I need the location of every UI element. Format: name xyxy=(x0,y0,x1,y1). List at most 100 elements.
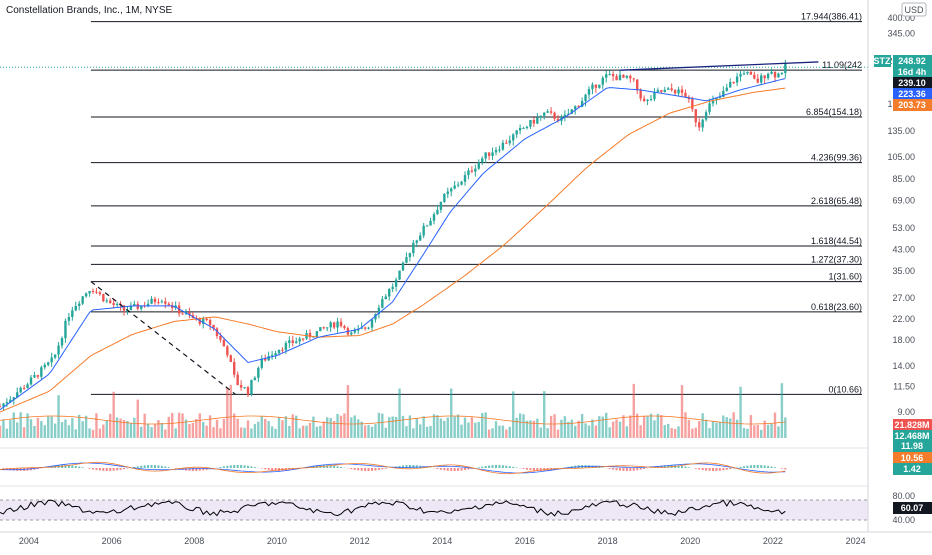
candle-body xyxy=(302,339,304,340)
candle-body xyxy=(137,304,139,309)
y-tick-label: 22.00 xyxy=(892,314,915,324)
volume-bar xyxy=(577,421,579,438)
macd-histogram-bar xyxy=(385,468,387,469)
fib-levels: 17.944(386.41)11.09(2426.854(154.18)4.23… xyxy=(0,12,868,395)
candle-body xyxy=(753,75,755,79)
macd-histogram-bar xyxy=(743,466,745,468)
macd-histogram-bar xyxy=(767,466,769,468)
y-tick-label: 135.00 xyxy=(887,126,915,136)
macd-histogram-bar xyxy=(492,465,494,468)
x-tick-label: 2010 xyxy=(267,536,287,546)
volume-bar xyxy=(543,391,545,438)
volume-bar xyxy=(147,424,149,438)
candle-body xyxy=(546,111,548,112)
candle-body xyxy=(743,73,745,74)
candle-body xyxy=(522,128,524,129)
macd-histogram-bar xyxy=(533,468,535,471)
dashed-trendline[interactable] xyxy=(91,282,236,395)
candle-body xyxy=(684,93,686,97)
candle-body xyxy=(319,327,321,331)
candle-body xyxy=(760,75,762,82)
macd-histogram-bar xyxy=(226,466,228,468)
volume-bar xyxy=(571,420,573,438)
volume-bar xyxy=(292,414,294,438)
candle-body xyxy=(385,296,387,299)
candle-body xyxy=(484,152,486,158)
macd-histogram-bar xyxy=(168,467,170,468)
candle-body xyxy=(457,185,459,186)
candle-body xyxy=(739,74,741,77)
candle-body xyxy=(50,358,52,363)
candle-body xyxy=(30,377,32,384)
volume-bar xyxy=(250,429,252,438)
volume-bar xyxy=(271,426,273,438)
volume-bar xyxy=(777,426,779,438)
volume-bar xyxy=(412,428,414,438)
volume-bar xyxy=(154,424,156,438)
candle-body xyxy=(646,100,648,101)
candle-body xyxy=(619,75,621,80)
volume-bar xyxy=(9,420,11,438)
volume-bar xyxy=(261,417,263,438)
macd-histogram-bar xyxy=(523,468,525,469)
candles xyxy=(0,60,787,411)
macd-histogram-bar xyxy=(757,465,759,468)
volume-bar xyxy=(481,413,483,438)
volume-bar xyxy=(615,420,617,438)
macd-histogram-bar xyxy=(478,467,480,468)
volume-bar xyxy=(112,392,114,438)
macd-histogram-bar xyxy=(144,465,146,468)
macd-histogram-bar xyxy=(771,467,773,468)
volume-bar xyxy=(199,413,201,438)
volume-bar xyxy=(374,424,376,438)
macd-histogram-bar xyxy=(123,468,125,469)
candle-body xyxy=(354,331,356,333)
macd-histogram-bar xyxy=(357,468,359,470)
candle-body xyxy=(157,302,159,303)
candle-body xyxy=(391,287,393,289)
volume-bar xyxy=(781,383,783,438)
candle-body xyxy=(509,140,511,143)
candle-body xyxy=(777,74,779,78)
volume-bar xyxy=(340,416,342,438)
volume-bar xyxy=(329,418,331,438)
volume-bar xyxy=(553,414,555,438)
candle-body xyxy=(653,92,655,99)
candle-body xyxy=(629,76,631,79)
candle-body xyxy=(326,327,328,328)
candle-body xyxy=(512,134,514,140)
trendline[interactable] xyxy=(620,62,818,70)
volume-bar xyxy=(591,420,593,438)
volume-bar xyxy=(471,417,473,438)
volume-bar xyxy=(608,427,610,438)
macd-histogram-bar xyxy=(753,465,755,468)
candle-body xyxy=(667,88,669,90)
volume-bar xyxy=(488,430,490,438)
macd-histogram-bar xyxy=(612,468,614,470)
volume-bar xyxy=(257,422,259,438)
x-tick-label: 2024 xyxy=(846,536,866,546)
candle-body xyxy=(450,189,452,192)
macd-histogram-bar xyxy=(636,468,638,470)
macd-histogram-bar xyxy=(361,468,363,471)
candle-body xyxy=(88,291,90,293)
y-tick-label: 345.00 xyxy=(887,28,915,38)
volume-bar xyxy=(219,428,221,438)
y-tick-label: 35.00 xyxy=(892,266,915,276)
candle-body xyxy=(491,152,493,156)
candle-body xyxy=(6,402,8,403)
candle-body xyxy=(336,322,338,328)
volume-bar xyxy=(267,421,269,438)
macd-histogram-bar xyxy=(709,468,711,471)
volume-bar xyxy=(37,418,39,438)
candle-body xyxy=(112,303,114,305)
candle-body xyxy=(736,77,738,83)
candle-body xyxy=(230,355,232,362)
x-tick-label: 2018 xyxy=(598,536,618,546)
volume-bar xyxy=(164,429,166,438)
macd-histogram-bar xyxy=(333,466,335,468)
candle-body xyxy=(274,353,276,355)
candle-body xyxy=(670,88,672,90)
